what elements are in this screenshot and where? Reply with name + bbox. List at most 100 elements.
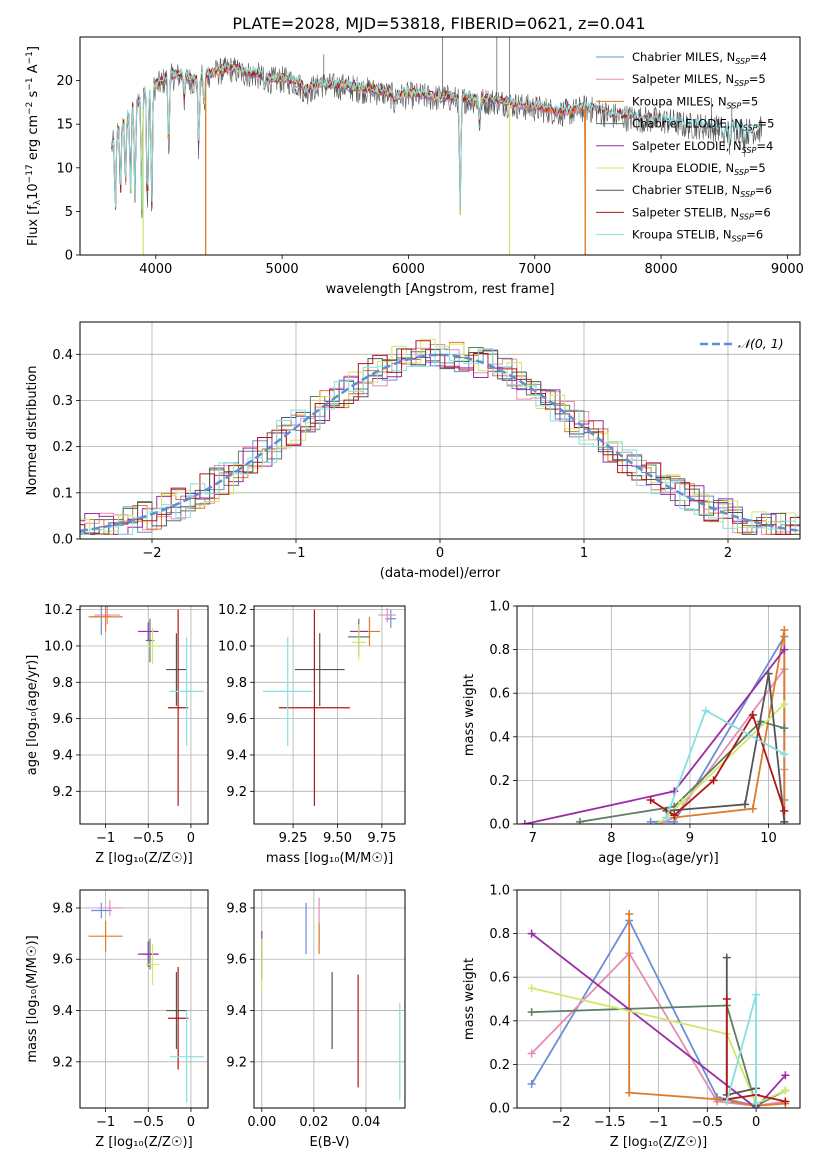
legend-label-subscript: SSP [742, 146, 757, 155]
mass-vs-ebv-frame-group: 0.00 0.02 0.04 9.2 9.4 9.6 9.8 E(B-V) [226, 889, 406, 1150]
weight-marker [520, 820, 529, 824]
weight-marker [764, 669, 773, 678]
residuals-ytick-label: 0.4 [52, 348, 73, 363]
mass-weight-vs-Z-ytick-label: 0.8 [489, 927, 510, 942]
weight-marker [752, 1099, 761, 1108]
legend-label-name: Chabrier STELIB, N [632, 183, 740, 197]
spectrum-ytick-label: 15 [56, 118, 73, 133]
legend-label-name: Chabrier ELODIE, N [632, 117, 743, 131]
errorbar-point [166, 633, 187, 706]
weight-marker [654, 820, 663, 824]
spectrum-xtick-label: 8000 [645, 262, 678, 277]
weight-marker [780, 817, 789, 824]
mass-weight-vs-age-frame [516, 605, 801, 825]
spectrum-ytick-label: 10 [56, 161, 73, 176]
legend-label: Kroupa MILES, NSSP=5 [632, 94, 758, 110]
errorbar-point [262, 636, 313, 746]
spectrum-ylabel-part: erg cm [26, 115, 41, 164]
errorbar-point [169, 636, 204, 746]
mass-weight-vs-age-xtick-label: 7 [529, 831, 537, 846]
errorbar-point [351, 624, 366, 661]
legend-label: Kroupa STELIB, NSSP=6 [632, 228, 763, 244]
spectrum-plot-area [111, 37, 763, 255]
age-vs-mass-ytick-label: 9.6 [226, 712, 247, 727]
mass-weight-vs-Z-ytick-label: 0.4 [489, 1014, 510, 1029]
legend-label-name: Kroupa MILES, N [632, 94, 727, 108]
legend-label-count: =5 [758, 117, 775, 131]
weight-marker [625, 1088, 634, 1097]
age-vs-mass-ytick-label: 10.2 [218, 603, 247, 618]
mass-vs-ebv-frame [253, 889, 406, 1109]
legend-label: Salpeter ELODIE, NSSP=4 [632, 139, 773, 155]
age-vs-mass-ytick-label: 9.2 [226, 785, 247, 800]
weight-marker [722, 995, 731, 1003]
mass-weight-vs-age-xtick-label: 10 [760, 831, 777, 846]
spectrum-xtick-label: 9000 [771, 262, 804, 277]
spectrum-frame [79, 36, 801, 256]
mass-weight-vs-age-xtick-label: 9 [686, 831, 694, 846]
weight-marker [781, 1097, 790, 1106]
weight-marker [575, 817, 584, 824]
age-vs-mass-frame [253, 605, 406, 825]
residuals-xlabel: (data-model)/error [380, 566, 501, 581]
mass-vs-Z-ytick-label: 9.6 [52, 953, 73, 968]
legend-label-subscript: SSP [734, 79, 749, 88]
mass-weight-vs-Z-frame-group: −2 −1.5 −1 −0.5 0 0.0 0.2 0.4 0.6 0.8 1.0 Z [log₁₀(… [462, 884, 801, 1150]
spectrum-ylabel-part: ] [26, 46, 41, 51]
mass-vs-Z-xtick-label: 0 [187, 1115, 195, 1130]
age-vs-Z-ytick-label: 10.2 [44, 603, 73, 618]
age-vs-Z-ylabel: age [log₁₀(age/yr)] [25, 655, 40, 776]
spectrum-frame-group: 4000 5000 6000 7000 8000 9000 0 5 10 15 20 waveleng… [56, 36, 804, 297]
spectrum-line [111, 62, 762, 210]
residuals-xtick-label: −1 [286, 546, 305, 561]
weight-marker [722, 953, 731, 962]
errorbar-point [138, 941, 159, 967]
residuals-xtick-label: −2 [142, 546, 161, 561]
mass-vs-Z-xtick-label: −0.5 [132, 1115, 164, 1130]
legend-label-subscript: SSP [732, 235, 747, 244]
mass-vs-ebv-ytick-label: 9.4 [226, 1004, 247, 1019]
histogram-chabrier-stelib [80, 348, 800, 535]
age-vs-mass-ytick-label: 9.8 [226, 676, 247, 691]
age-vs-mass-xlabel: mass [log₁₀(M/M☉)] [266, 851, 393, 866]
weight-marker [646, 817, 655, 824]
spectrum-ylabel-part: −1 [25, 51, 35, 64]
legend-label-subscript: SSP [734, 168, 749, 177]
legend-label-subscript: SSP [727, 101, 742, 110]
errorbar-point [88, 920, 123, 952]
mass-vs-ebv-xtick-label: 0.02 [299, 1115, 328, 1130]
legend-label-name: Salpeter STELIB, N [632, 205, 739, 219]
age-vs-mass-plot-area [262, 607, 397, 806]
errorbar-point [88, 606, 123, 632]
weight-marker [678, 798, 687, 807]
residuals-xtick-label: 1 [580, 546, 588, 561]
errorbar-point [145, 627, 160, 665]
legend-label-name: Kroupa ELODIE, N [632, 161, 734, 175]
residuals-plot-area [80, 338, 800, 535]
mass-vs-ebv-xtick-label: 0.04 [351, 1115, 380, 1130]
mass-vs-ebv-xlabel: E(B-V) [309, 1135, 349, 1150]
spectrum-ylabel: Flux [fλ10−17 erg cm−2 s−1 A−1] [25, 46, 43, 246]
mass-weight-vs-age-ytick-label: 0.2 [489, 774, 510, 789]
errorbar-point [97, 900, 123, 916]
residuals-xtick-label: 0 [436, 546, 444, 561]
errorbar-point [167, 966, 189, 1070]
age-vs-Z-frame [79, 605, 209, 825]
mass-weight-vs-Z-xtick-label: −2 [551, 1115, 570, 1130]
mass-weight-vs-Z-xtick-label: −0.5 [692, 1115, 724, 1130]
age-vs-mass-ytick-label: 10.0 [218, 639, 247, 654]
gaussian-legend-label: 𝒩(0, 1) [738, 336, 784, 351]
errorbar-point [91, 902, 112, 919]
weight-marker [780, 806, 789, 815]
legend-label-count: =6 [746, 228, 763, 242]
legend-label-name: Salpeter ELODIE, N [632, 139, 742, 153]
legend-label-count: =6 [754, 205, 771, 219]
weight-line [531, 987, 786, 1105]
spectrum-xlabel: wavelength [Angstrom, rest frame] [326, 282, 555, 297]
mass-weight-vs-Z-xlabel: Z [log₁₀(Z/Z☉)] [610, 1135, 707, 1150]
spectrum-xtick-label: 5000 [266, 262, 299, 277]
mass-vs-ebv-ytick-label: 9.6 [226, 953, 247, 968]
mass-weight-vs-age-ytick-label: 0.0 [489, 818, 510, 833]
age-vs-mass-xtick-label: 9.75 [367, 831, 396, 846]
